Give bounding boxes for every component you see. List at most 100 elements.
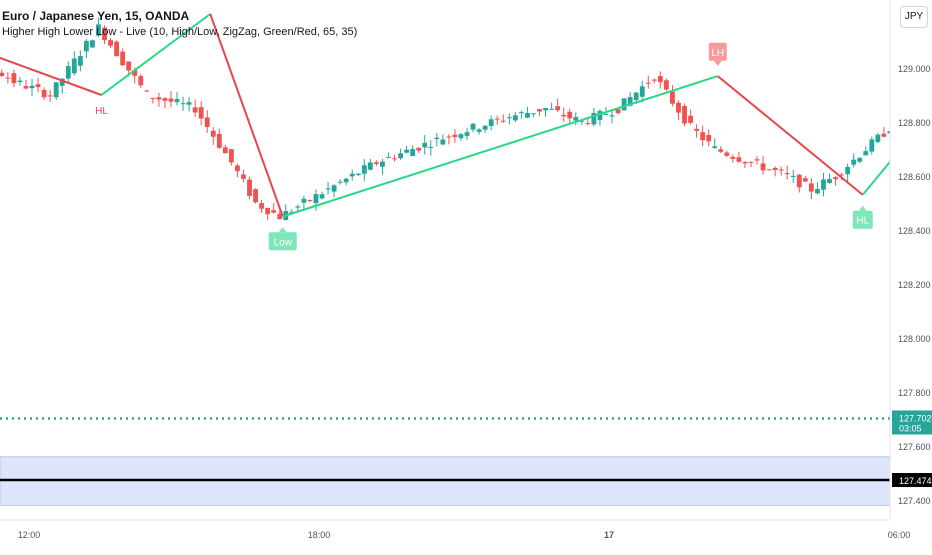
candle-body: [174, 99, 180, 103]
candle-body: [313, 194, 319, 204]
time-axis: 12:0018:001706:0012:0018:002006:0012:001…: [18, 530, 911, 540]
candle-body: [210, 130, 216, 137]
candle-body: [162, 98, 168, 101]
candle-body: [724, 152, 730, 156]
candle-body: [603, 113, 609, 115]
y-tick-label: 128.600: [898, 172, 931, 182]
candle-body: [591, 112, 597, 125]
candle-body: [5, 77, 11, 79]
candle-body: [531, 113, 536, 115]
zigzag-segment: [717, 75, 864, 196]
candle-body: [688, 115, 693, 123]
candle-body: [821, 179, 826, 190]
candle-body: [35, 84, 41, 88]
price-axis: 129.000 128.800 128.600 128.400 128.200 128.0…: [898, 64, 931, 506]
y-tick-label: 127.400: [898, 496, 931, 506]
candle-body: [676, 102, 681, 113]
candle-body: [446, 136, 452, 138]
candle-body: [398, 153, 403, 159]
candle-body: [277, 214, 283, 220]
candle-body: [470, 123, 476, 130]
candle-body: [802, 178, 808, 182]
indicator-title[interactable]: Higher High Lower Low - Live (10, High/L…: [2, 26, 358, 38]
candle-body: [102, 27, 107, 41]
candle-body: [144, 90, 150, 92]
candle-body: [222, 147, 228, 154]
candle-body: [851, 159, 857, 165]
candle-body: [186, 102, 192, 105]
candle-body: [71, 58, 77, 74]
candle-body: [367, 162, 373, 170]
candle-body: [180, 103, 186, 105]
candle-body: [790, 175, 796, 177]
zigzag-segment: [282, 75, 719, 218]
candle-body: [138, 76, 144, 86]
candle-body: [373, 162, 379, 164]
candle-body: [796, 174, 802, 188]
candle-body: [289, 211, 295, 213]
candle-body: [609, 115, 615, 117]
candle-body: [833, 177, 838, 180]
candle-body: [863, 151, 869, 156]
candle-body: [337, 181, 343, 183]
candle-body: [633, 92, 639, 101]
candle-body: [265, 207, 271, 215]
chart-legend: Euro / Japanese Yen, 15, OANDA Higher Hi…: [2, 8, 357, 40]
candle-body: [343, 178, 349, 183]
candle-body: [839, 174, 845, 176]
pivot-label-hl: HL: [856, 216, 869, 227]
candle-body: [561, 114, 567, 117]
candle-body: [355, 173, 361, 175]
candle-body: [47, 95, 53, 97]
candle-body: [476, 129, 482, 132]
candle-body: [645, 82, 651, 84]
candle-body: [0, 72, 5, 77]
candle-body: [295, 206, 301, 208]
candle-body: [482, 125, 488, 130]
candle-body: [96, 24, 101, 36]
zigzag-segment: [861, 160, 890, 196]
candle-body: [349, 173, 355, 177]
candle-body: [506, 117, 512, 119]
candle-body: [657, 76, 663, 83]
candle-body: [464, 132, 470, 136]
candle-body: [198, 107, 204, 119]
candle-body: [23, 85, 29, 89]
candle-body: [924, 97, 929, 105]
candle-body: [392, 158, 397, 160]
candle-body: [29, 85, 35, 89]
candle-body: [259, 203, 265, 209]
candle-body: [192, 107, 198, 113]
candle-body: [682, 106, 687, 124]
candle-body: [906, 105, 911, 111]
candle-body: [555, 106, 561, 111]
candle-body: [815, 188, 820, 194]
candle-body: [512, 115, 518, 121]
candle-body: [621, 98, 627, 111]
symbol-title[interactable]: Euro / Japanese Yen, 15, OANDA: [2, 9, 190, 23]
y-tick-label: 128.400: [898, 226, 931, 236]
pivot-labels: HLLHLHLowHLLHLHLLLLLL: [95, 42, 873, 251]
candle-body: [742, 162, 748, 164]
candle-body: [772, 167, 778, 171]
candle-body: [808, 183, 814, 192]
candle-body: [627, 97, 633, 106]
candle-body: [869, 139, 875, 152]
candle-body: [887, 131, 890, 134]
candle-body: [525, 112, 530, 118]
candle-body: [361, 165, 367, 174]
y-tick-label: 127.600: [898, 442, 931, 452]
bar-countdown-label: 03:05: [899, 423, 922, 433]
candle-body: [881, 133, 887, 137]
candle-body: [494, 118, 500, 120]
candle-body: [241, 174, 246, 179]
pivot-label-pointer: [713, 60, 722, 66]
currency-button[interactable]: JPY: [900, 6, 928, 28]
pivot-label-low: Low: [274, 237, 293, 248]
candle-body: [319, 194, 325, 199]
candle-body: [301, 198, 307, 203]
current-price-tag: [892, 410, 932, 435]
y-tick-label: 129.000: [898, 64, 931, 74]
